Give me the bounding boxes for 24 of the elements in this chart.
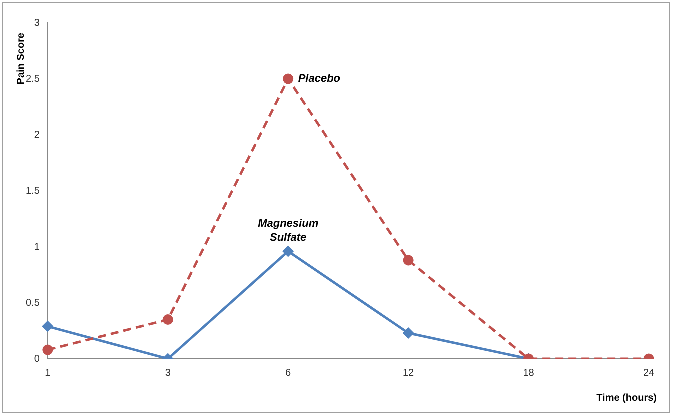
y-tick-label: 1 — [34, 242, 40, 253]
point — [283, 74, 294, 84]
x-axis-title: Time (hours) — [596, 392, 657, 404]
y-tick-label: 3 — [34, 18, 40, 29]
y-tick-label: 2.5 — [26, 74, 40, 85]
x-tick-label: 24 — [643, 368, 655, 379]
series-label: Placebo — [298, 73, 341, 86]
point — [162, 314, 174, 326]
y-tick-label: 1.5 — [26, 186, 40, 197]
point — [283, 246, 294, 257]
series-label: Magnesium Sulfate — [258, 218, 319, 244]
x-tick-label: 1 — [45, 368, 52, 379]
x-tick-label: 18 — [523, 368, 535, 379]
x-tick-label: 12 — [403, 368, 415, 379]
x-tick-label: 3 — [165, 368, 172, 379]
y-tick-label: 2 — [34, 130, 40, 141]
point — [403, 328, 414, 338]
x-tick-label: 6 — [286, 368, 292, 379]
y-tick-label: 0.5 — [26, 298, 40, 309]
y-axis-title: Pain Score — [16, 32, 27, 85]
point — [403, 255, 414, 266]
point — [42, 321, 54, 332]
point — [42, 344, 54, 356]
y-tick-label: 0 — [34, 354, 40, 365]
